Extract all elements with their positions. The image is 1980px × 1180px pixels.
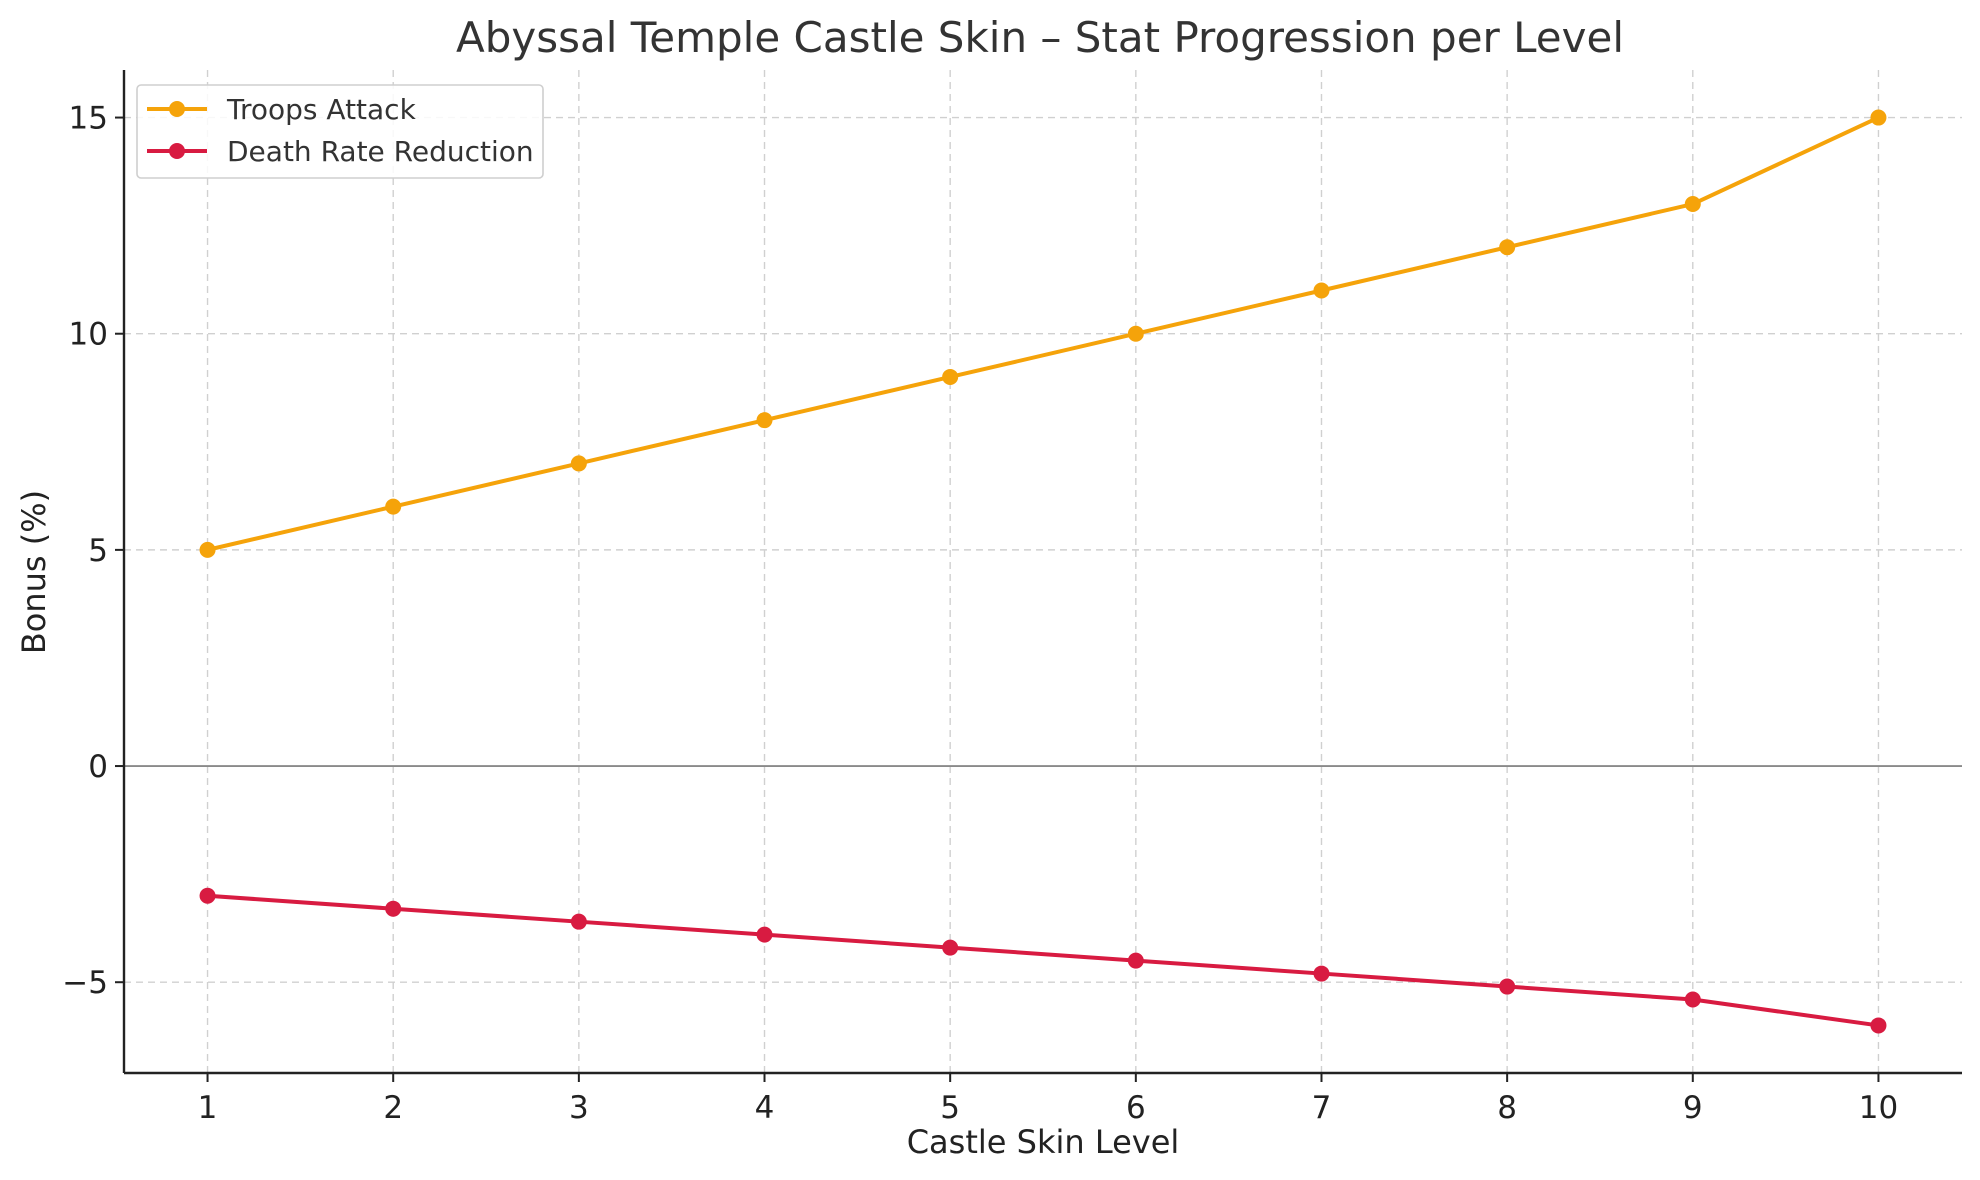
- x-tick-label: 10: [1859, 1090, 1898, 1126]
- troops-attack-point: [1127, 325, 1144, 342]
- y-tick-label: 15: [69, 101, 108, 137]
- troops-attack-point: [756, 412, 773, 429]
- x-tick-label: 3: [569, 1090, 589, 1126]
- y-tick-label: 0: [88, 749, 108, 785]
- death-rate-reduction-point: [1127, 952, 1144, 969]
- legend-death-rate-reduction-marker: [169, 143, 185, 159]
- series-layer: [199, 109, 1887, 1034]
- troops-attack-point: [385, 498, 402, 515]
- x-tick-label: 7: [1312, 1090, 1332, 1126]
- death-rate-reduction-point: [570, 913, 587, 930]
- death-rate-reduction-point: [1499, 978, 1516, 995]
- death-rate-reduction-point: [942, 939, 959, 956]
- troops-attack-point: [942, 368, 959, 385]
- legend-death-rate-reduction-label: Death Rate Reduction: [227, 135, 534, 168]
- x-tick-label: 8: [1497, 1090, 1517, 1126]
- troops-attack-point: [199, 541, 216, 558]
- x-tick-label: 9: [1683, 1090, 1703, 1126]
- troops-attack-point: [1684, 196, 1701, 213]
- x-tick-label: 5: [940, 1090, 960, 1126]
- troops-attack-point: [1313, 282, 1330, 299]
- death-rate-reduction-line: [205, 893, 1881, 1028]
- troops-attack-line: [205, 115, 1881, 552]
- death-rate-reduction-point: [385, 900, 402, 917]
- troops-attack-point: [570, 455, 587, 472]
- x-axis-label: Castle Skin Level: [907, 1123, 1180, 1161]
- y-tick-label: −5: [62, 965, 108, 1001]
- y-axis-label: Bonus (%): [15, 490, 53, 654]
- chart-title: Abyssal Temple Castle Skin – Stat Progre…: [456, 13, 1624, 62]
- death-rate-reduction-point: [1870, 1017, 1887, 1034]
- axis-layer: 1 2 3 4 5 6 7 8 9 10 −5 0 5 10 15: [62, 70, 1962, 1126]
- x-tick-label: 6: [1126, 1090, 1146, 1126]
- x-tick-label: 1: [198, 1090, 218, 1126]
- death-rate-reduction-point: [1313, 965, 1330, 982]
- x-tick-label: 4: [755, 1090, 775, 1126]
- troops-attack-point: [1870, 109, 1887, 126]
- death-rate-reduction-point: [1684, 991, 1701, 1008]
- legend: Troops Attack Death Rate Reduction: [136, 84, 544, 179]
- legend-troops-attack-marker: [169, 101, 185, 117]
- legend-box: [136, 84, 544, 179]
- legend-troops-attack-label: Troops Attack: [226, 93, 417, 126]
- death-rate-reduction-point: [199, 887, 216, 904]
- y-tick-label: 5: [88, 533, 108, 569]
- y-tick-label: 10: [69, 317, 108, 353]
- x-tick-label: 2: [383, 1090, 403, 1126]
- troops-attack-point: [1499, 239, 1516, 256]
- death-rate-reduction-point: [756, 926, 773, 943]
- grid-layer: [124, 70, 1962, 1073]
